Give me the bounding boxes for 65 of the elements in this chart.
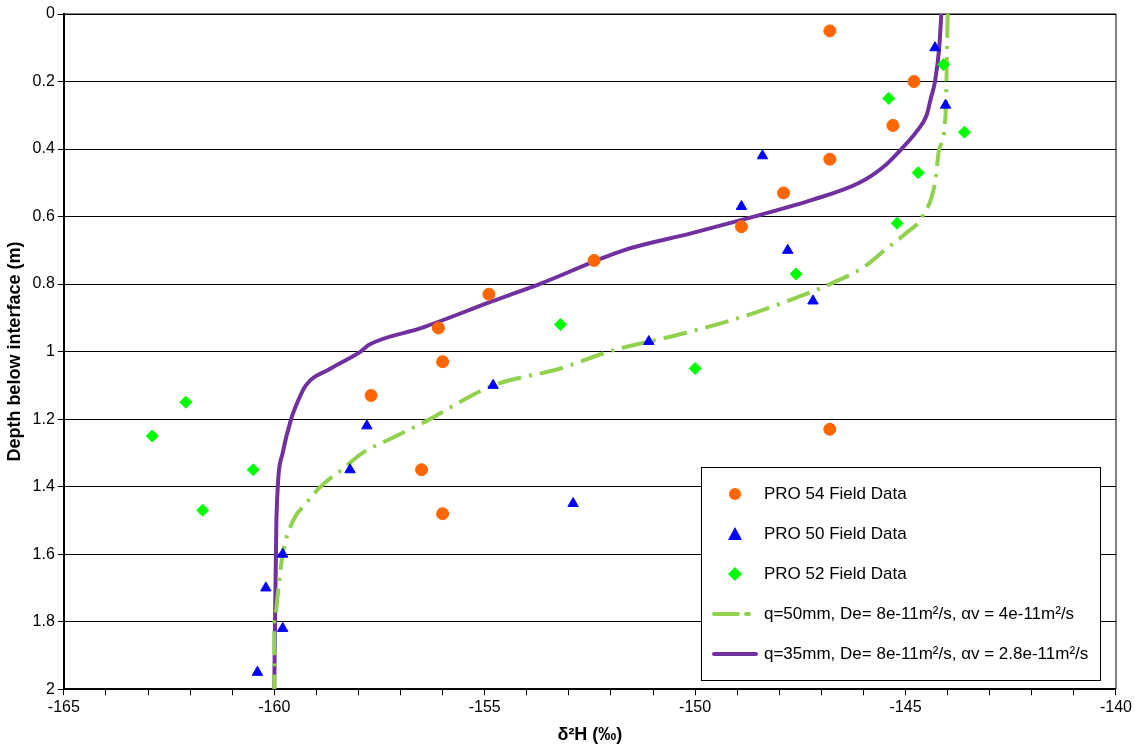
point bbox=[260, 581, 272, 592]
y-tick-label: 2 bbox=[45, 679, 55, 697]
point bbox=[823, 24, 837, 38]
point bbox=[929, 41, 941, 52]
y-tick-label: 0.2 bbox=[32, 71, 55, 89]
x-tick-label: -155 bbox=[468, 698, 501, 716]
point bbox=[756, 149, 769, 160]
point bbox=[251, 665, 264, 676]
legend-label: q=35mm, De= 8e-11m²/s, αv = 2.8e-11m²/s bbox=[763, 644, 1089, 665]
y-tick-label: 1 bbox=[45, 342, 55, 360]
x-tick-label: -140 bbox=[1099, 698, 1133, 716]
point bbox=[807, 294, 819, 305]
point bbox=[179, 395, 193, 409]
point bbox=[415, 463, 429, 477]
legend-label: PRO 50 Field Data bbox=[763, 524, 907, 545]
y-tick-label: 0.6 bbox=[32, 206, 55, 224]
point bbox=[643, 334, 655, 345]
point bbox=[886, 118, 900, 132]
point bbox=[688, 361, 702, 375]
point bbox=[735, 199, 748, 210]
point bbox=[361, 419, 373, 430]
point bbox=[911, 166, 925, 180]
x-axis-title: δ²H (‰) bbox=[557, 724, 623, 745]
point bbox=[587, 253, 601, 267]
point bbox=[823, 422, 837, 436]
y-tick-label: 1.2 bbox=[32, 409, 55, 427]
x-tick-label: -150 bbox=[679, 698, 712, 716]
y-tick-label: 1.6 bbox=[32, 544, 55, 562]
x-tick-label: -160 bbox=[258, 698, 291, 716]
point bbox=[482, 287, 496, 301]
point bbox=[436, 355, 450, 369]
legend-label: q=50mm, De= 8e-11m²/s, αv = 4e-11m²/s bbox=[763, 604, 1075, 625]
point bbox=[734, 220, 748, 234]
point bbox=[777, 186, 791, 200]
point bbox=[344, 463, 356, 474]
y-tick-label: 1.4 bbox=[32, 477, 55, 495]
y-tick-label: 1.8 bbox=[32, 612, 55, 630]
point bbox=[789, 267, 803, 281]
point bbox=[936, 58, 950, 72]
point bbox=[957, 125, 971, 139]
point bbox=[553, 318, 567, 332]
point bbox=[364, 388, 378, 402]
legend-label: PRO 52 Field Data bbox=[763, 564, 907, 585]
legend-label: PRO 54 Field Data bbox=[763, 484, 907, 505]
point bbox=[196, 503, 210, 517]
y-tick-label: 0 bbox=[45, 4, 55, 22]
point bbox=[436, 507, 450, 521]
point bbox=[882, 91, 896, 105]
point bbox=[782, 243, 794, 254]
point bbox=[823, 152, 837, 166]
y-tick-label: 0.8 bbox=[32, 274, 55, 292]
point bbox=[487, 378, 499, 389]
point bbox=[567, 497, 579, 508]
point bbox=[890, 216, 904, 230]
x-tick-label: -145 bbox=[889, 698, 922, 716]
y-axis-title: Depth below interface (m) bbox=[3, 241, 24, 462]
point bbox=[431, 321, 445, 335]
y-tick-label: 0.4 bbox=[32, 139, 55, 157]
point bbox=[276, 547, 289, 558]
point bbox=[907, 75, 921, 89]
point bbox=[145, 429, 159, 443]
point bbox=[276, 621, 289, 632]
point bbox=[246, 463, 260, 477]
x-tick-label: -165 bbox=[47, 698, 80, 716]
point bbox=[939, 98, 952, 109]
